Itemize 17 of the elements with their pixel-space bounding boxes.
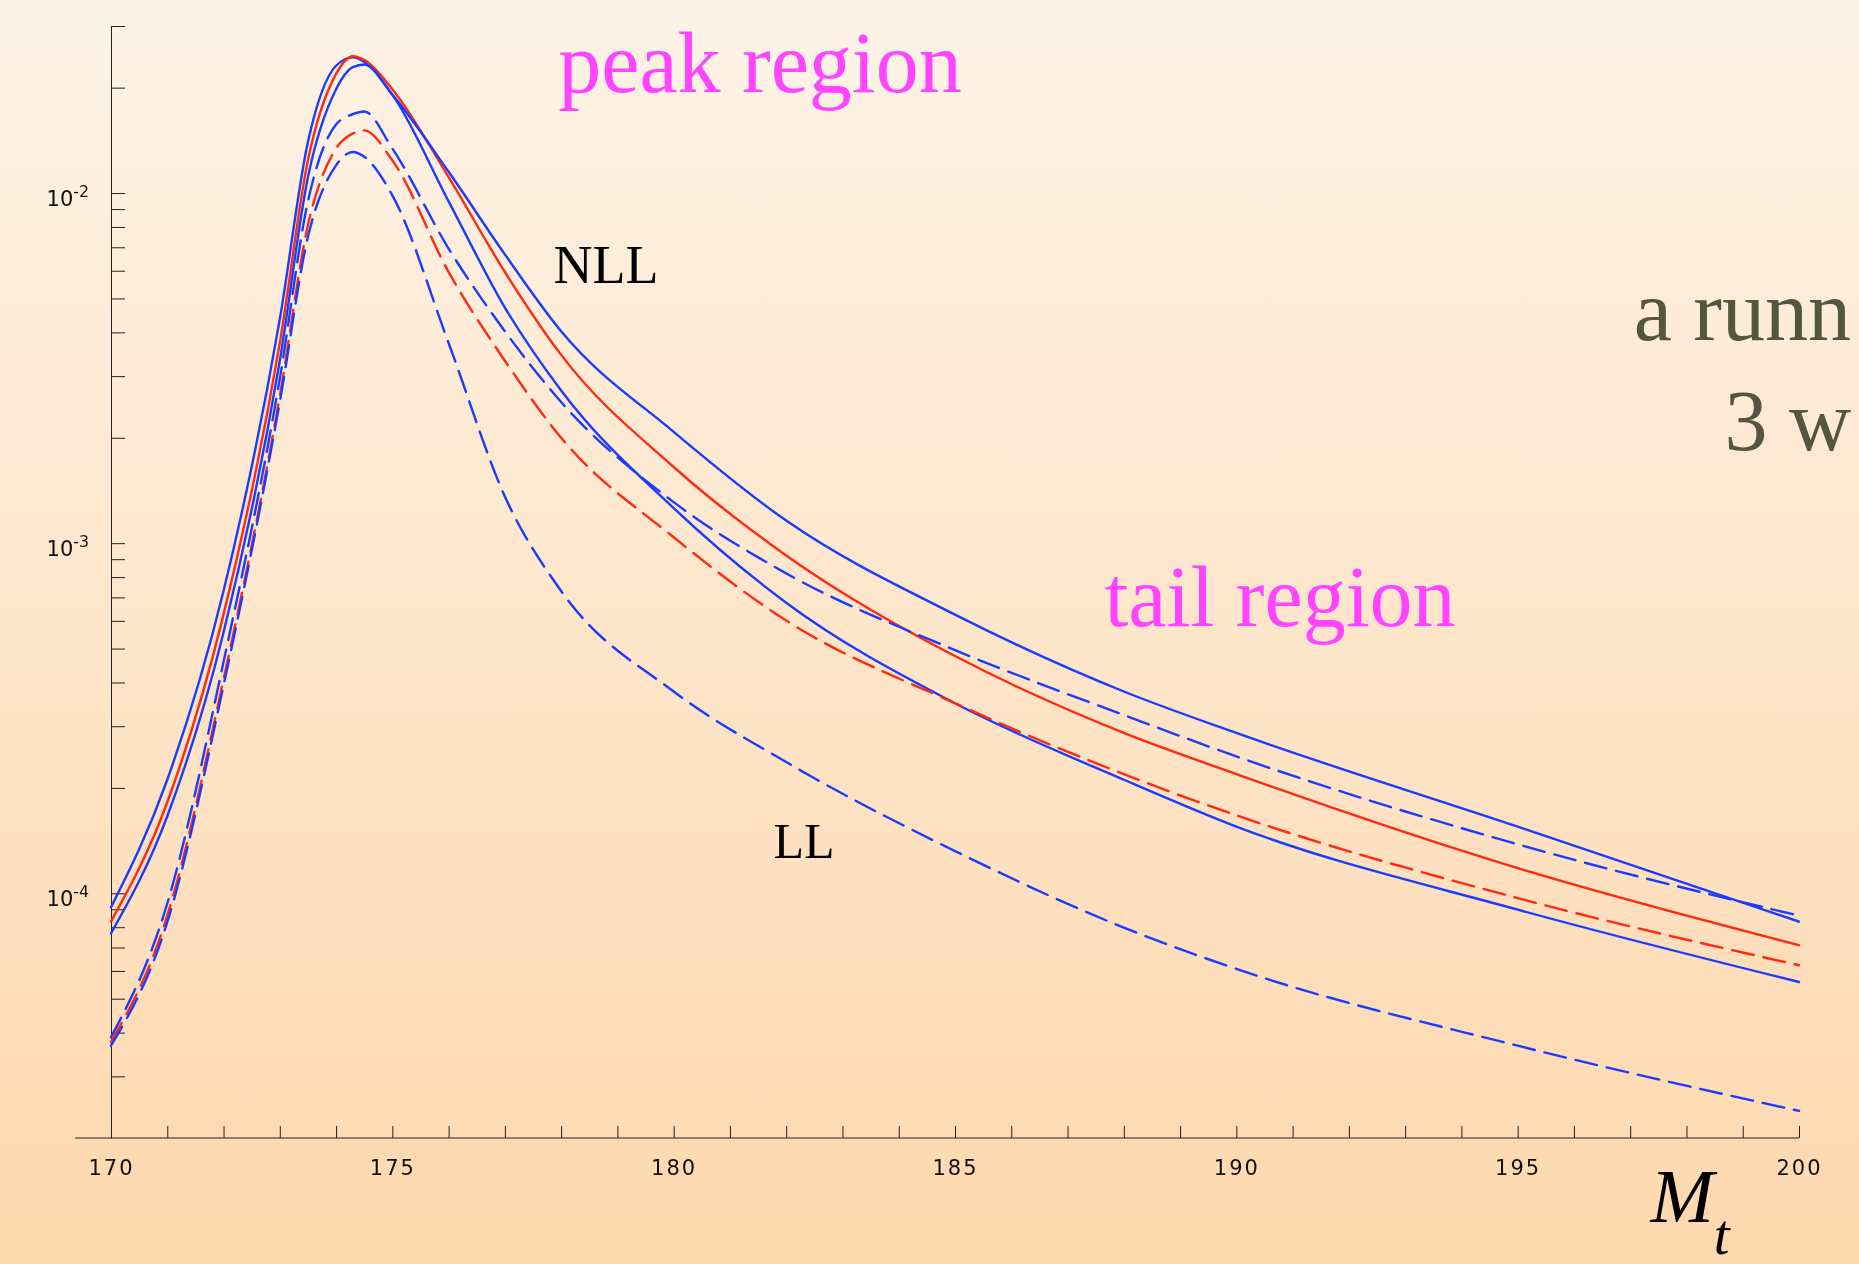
annotation: 3 w [1724,373,1851,470]
annotation: peak region [558,15,962,112]
x-tick-label: 185 [932,1155,979,1180]
x-tick-label: 170 [88,1155,135,1180]
annotation: LL [773,812,835,869]
annotation: a runn [1633,263,1851,360]
x-tick-label: 180 [651,1155,698,1180]
y-tick-label: 10$^{-4}$ [46,881,89,912]
annotation: tail region [1104,549,1456,646]
x-tick-label: 200 [1776,1155,1823,1180]
x-tick-label: 175 [369,1155,416,1180]
y-tick-label: 10$^{-3}$ [46,531,89,562]
y-tick-label: 10$^{-2}$ [46,181,89,212]
x-tick-label: 195 [1495,1155,1542,1180]
x-tick-label: 190 [1213,1155,1260,1180]
annotation: NLL [553,234,659,295]
x-axis-title: M$_{t}$ [1649,1154,1731,1264]
